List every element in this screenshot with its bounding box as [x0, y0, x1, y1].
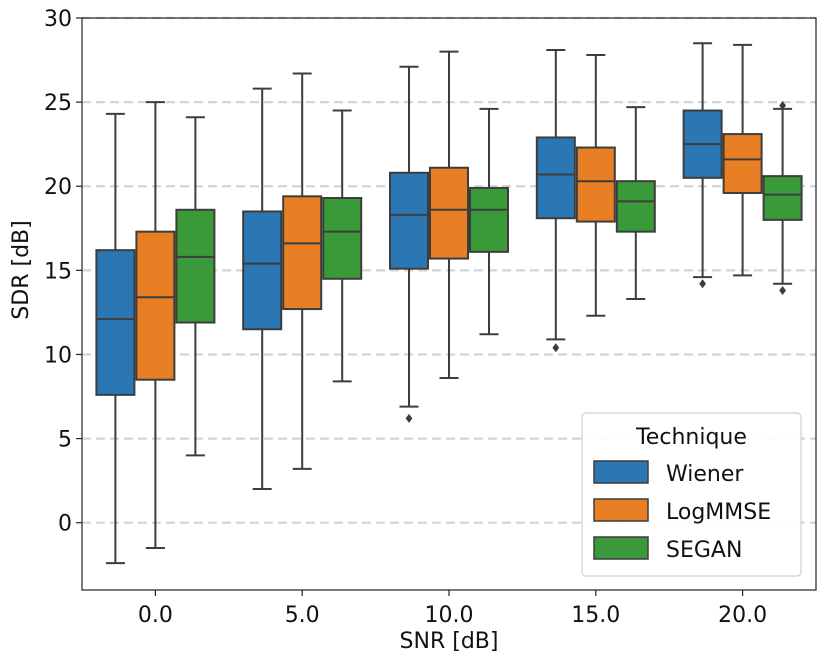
- box-iqr: [175, 208, 216, 324]
- box-logmmse-20.0: [722, 43, 763, 277]
- x-tick-label: 15.0: [571, 603, 620, 628]
- box-iqr: [469, 186, 509, 253]
- legend-label: SEGAN: [666, 538, 742, 563]
- y-axis: 0 5 10 15 20 25 30: [44, 7, 82, 537]
- legend-box: [581, 412, 802, 577]
- box-iqr: [535, 136, 576, 220]
- box-segan-5.0: [322, 109, 363, 383]
- box-iqr: [575, 146, 616, 223]
- y-axis-label: SDR [dB]: [9, 220, 34, 319]
- box-iqr: [282, 195, 323, 311]
- box-wiener-10.0: [389, 65, 429, 423]
- box-iqr: [762, 175, 803, 221]
- box-iqr: [389, 171, 429, 270]
- box-iqr: [722, 133, 763, 194]
- legend-label: LogMMSE: [666, 500, 771, 525]
- x-axis: 0.0 5.0 10.0 15.0 20.0: [138, 590, 767, 628]
- legend-swatch: [593, 498, 649, 522]
- box-segan-10.0: [469, 107, 509, 336]
- flier-point: [699, 279, 706, 289]
- flier-point: [405, 413, 413, 423]
- legend-swatch: [593, 536, 649, 560]
- box-segan-15.0: [615, 106, 656, 300]
- legend-title: Technique: [635, 425, 747, 450]
- box-groups: [95, 42, 803, 565]
- box-logmmse-10.0: [429, 50, 469, 380]
- y-tick-label: 20: [44, 175, 72, 200]
- x-axis-label: SNR [dB]: [400, 629, 499, 654]
- x-tick-label: 20.0: [718, 603, 767, 628]
- box-segan-20.0: [762, 100, 803, 296]
- box-logmmse-15.0: [575, 54, 616, 317]
- y-tick-label: 10: [44, 343, 72, 368]
- box-iqr: [135, 230, 176, 381]
- box-iqr: [322, 197, 363, 280]
- legend: Technique Wiener LogMMSE SEGAN: [581, 412, 802, 577]
- box-logmmse-0.0: [135, 101, 176, 549]
- y-tick-label: 5: [58, 428, 72, 453]
- flier-point: [779, 100, 786, 110]
- box-segan-0.0: [175, 116, 216, 457]
- box-iqr: [615, 180, 656, 233]
- box-iqr: [429, 166, 469, 260]
- box-wiener-15.0: [535, 48, 576, 353]
- y-tick-label: 30: [44, 7, 72, 32]
- flier-point: [779, 286, 786, 296]
- x-tick-label: 5.0: [285, 603, 320, 628]
- x-tick-label: 10.0: [425, 603, 474, 628]
- box-iqr: [242, 210, 283, 331]
- y-tick-label: 25: [44, 91, 72, 116]
- y-tick-label: 15: [44, 259, 72, 284]
- y-tick-label: 0: [58, 512, 72, 537]
- legend-swatch: [593, 460, 649, 484]
- x-tick-label: 0.0: [138, 603, 173, 628]
- box-wiener-5.0: [242, 87, 283, 491]
- box-wiener-20.0: [682, 42, 723, 289]
- box-wiener-0.0: [95, 112, 136, 565]
- box-iqr: [95, 249, 136, 396]
- flier-point: [552, 343, 560, 353]
- legend-label: Wiener: [666, 462, 744, 487]
- box-logmmse-5.0: [282, 72, 323, 470]
